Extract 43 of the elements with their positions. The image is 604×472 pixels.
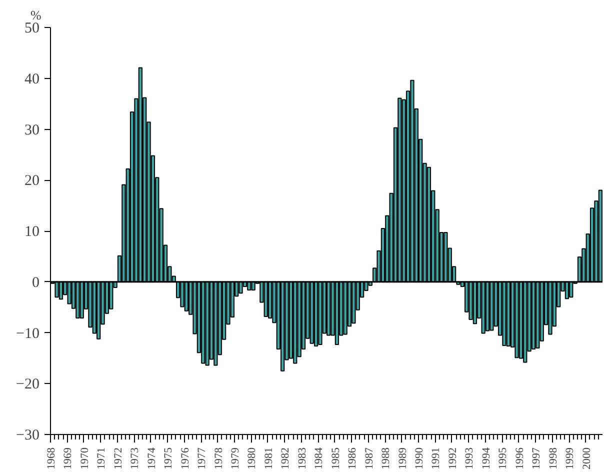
x-tick-label: 1979 (230, 447, 242, 470)
x-tick-label: 1998 (547, 447, 560, 470)
x-tick-label: 1993 (464, 447, 476, 470)
x-tick-label: 1992 (446, 448, 459, 470)
x-tick-label: 1978 (212, 447, 225, 470)
x-tick-label: 1995 (497, 447, 510, 470)
y-tick-label: −20 (16, 376, 40, 393)
x-tick-label: 1990 (414, 447, 426, 470)
x-tick-label: 1976 (179, 447, 192, 470)
x-tick-label: 1975 (162, 447, 175, 470)
x-tick-label: 1997 (530, 447, 543, 470)
x-tick-label: 1999 (564, 447, 576, 470)
x-tick-label: 1982 (280, 448, 292, 470)
x-tick-label: 1991 (430, 448, 442, 470)
y-axis-title: % (30, 8, 42, 22)
x-tick-label: 1986 (346, 447, 359, 470)
x-tick-label: 1980 (246, 447, 258, 470)
x-tick-label: 1988 (380, 447, 392, 470)
y-tick-label: 10 (24, 224, 40, 240)
y-tick-label: 50 (24, 20, 40, 36)
x-tick-label: 1972 (112, 448, 124, 470)
x-tick-label: 1989 (396, 447, 409, 470)
x-tick-label: 1971 (96, 448, 108, 470)
y-tick-label: −30 (16, 428, 40, 444)
x-tick-label: 1996 (514, 447, 526, 470)
x-tick-label: 1983 (296, 447, 308, 470)
x-tick-label: 1973 (129, 447, 142, 470)
x-tick-label: 1984 (313, 447, 326, 470)
y-tick-label: 30 (24, 122, 40, 138)
x-tick-label: 1987 (363, 447, 376, 470)
x-tick-label: 1994 (480, 447, 492, 470)
y-tick-label: 20 (24, 173, 40, 190)
x-tick-label: 1985 (330, 447, 342, 470)
x-tick-label: 2000 (580, 447, 593, 470)
x-tick-label: 1969 (62, 447, 74, 470)
x-tick-label: 1974 (146, 447, 158, 470)
y-tick-label: −10 (16, 326, 40, 342)
x-tick-label: 1981 (262, 448, 275, 470)
x-tick-label: 1968 (46, 447, 58, 470)
y-tick-label: 0 (32, 274, 40, 291)
x-tick-label: 1977 (196, 447, 208, 470)
y-tick-label: 40 (24, 71, 40, 88)
x-tick-label: 1970 (78, 447, 91, 470)
